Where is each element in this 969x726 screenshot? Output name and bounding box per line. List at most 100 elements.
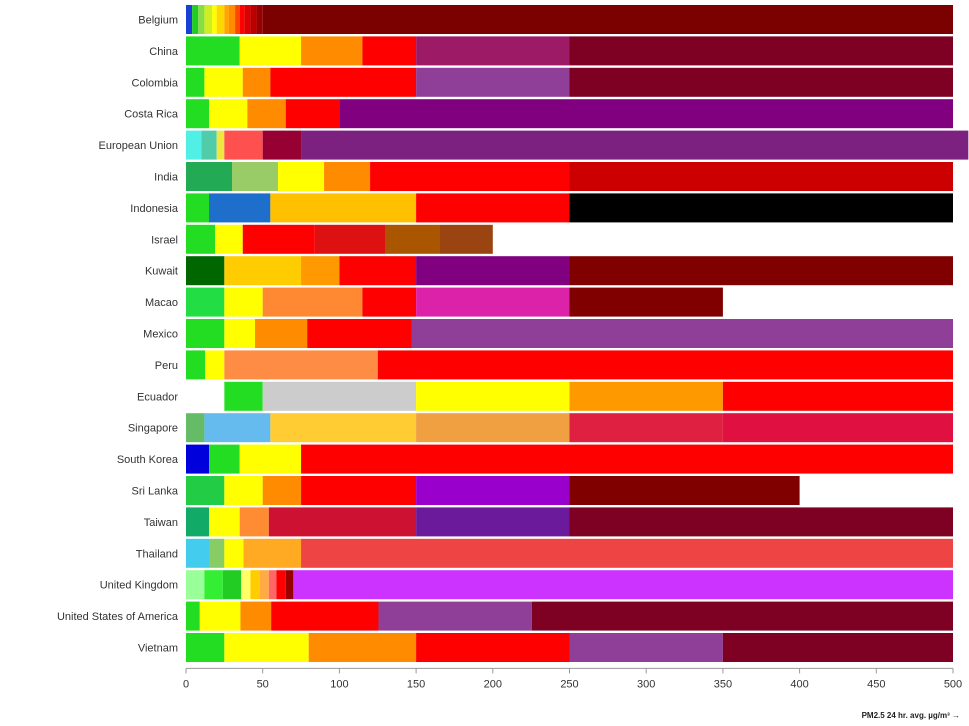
- bar-segment-china-1: [239, 36, 302, 66]
- bar-segment-israel-1: [215, 224, 243, 254]
- bar-segment-united-kingdom-7: [276, 570, 286, 600]
- bar-segment-singapore-3: [416, 413, 570, 443]
- bar-row-macao: [186, 287, 723, 317]
- bar-segment-ecuador-1: [224, 381, 263, 411]
- bar-segment-macao-3: [362, 287, 417, 317]
- category-labels: Belgium China Colombia Costa Rica European U…: [57, 15, 179, 655]
- bar-segment-taiwan-2: [239, 507, 269, 537]
- bar-row-singapore: [186, 413, 953, 443]
- bar-segment-colombia-0: [186, 67, 205, 97]
- bar-segment-belgium-10: [244, 5, 251, 34]
- bar-segment-taiwan-1: [209, 507, 240, 537]
- bar-segment-mexico-1: [224, 319, 256, 348]
- bar-row-united-kingdom: [186, 570, 953, 600]
- bar-segment-india-5: [569, 162, 953, 191]
- bars-layer: [186, 5, 969, 662]
- bar-segment-singapore-5: [722, 413, 953, 443]
- x-tick-label-350: 350: [714, 678, 732, 690]
- bar-segment-kuwait-5: [569, 256, 953, 286]
- bar-row-united-states-of-america: [186, 601, 953, 631]
- bar-segment-kuwait-1: [224, 256, 302, 286]
- bar-segment-indonesia-2: [270, 193, 417, 223]
- bar-segment-thailand-3: [243, 538, 302, 568]
- x-tick-label-200: 200: [484, 678, 502, 690]
- category-label-costa-rica: Costa Rica: [124, 109, 179, 121]
- bar-segment-vietnam-3: [416, 633, 570, 662]
- bar-segment-united-kingdom-3: [241, 570, 251, 600]
- bar-segment-china-5: [569, 36, 953, 66]
- bar-segment-indonesia-4: [569, 193, 953, 223]
- x-tick-label-250: 250: [560, 678, 578, 690]
- bar-segment-belgium-4: [212, 5, 217, 34]
- bar-row-sri-lanka: [186, 476, 800, 505]
- bar-segment-united-kingdom-6: [268, 570, 277, 600]
- category-label-colombia: Colombia: [132, 77, 179, 89]
- bar-segment-belgium-7: [228, 5, 236, 34]
- bar-segment-sri-lanka-1: [224, 476, 263, 505]
- x-axis-title: PM2.5 24 hr. avg. µg/m³ →: [862, 711, 960, 720]
- bar-segment-israel-3: [314, 224, 386, 254]
- bar-segment-peru-3: [377, 350, 953, 380]
- bar-segment-united-states-of-america-3: [271, 601, 379, 631]
- bar-segment-sri-lanka-0: [186, 476, 225, 505]
- bar-row-belgium: [186, 5, 953, 34]
- bar-segment-peru-2: [224, 350, 378, 380]
- bar-segment-united-kingdom-9: [293, 570, 953, 600]
- bar-segment-india-1: [232, 162, 279, 191]
- bar-segment-peru-0: [186, 350, 206, 380]
- category-label-india: India: [154, 172, 179, 184]
- bar-row-indonesia: [186, 193, 953, 223]
- bar-segment-united-kingdom-2: [222, 570, 242, 600]
- bar-segment-mexico-0: [186, 319, 225, 348]
- bar-segment-european-union-3: [224, 130, 263, 160]
- category-label-sri-lanka: Sri Lanka: [132, 486, 179, 498]
- bar-segment-belgium-12: [256, 5, 263, 34]
- bar-segment-south-korea-3: [301, 444, 953, 474]
- x-tick-label-400: 400: [790, 678, 808, 690]
- bar-segment-vietnam-4: [569, 633, 723, 662]
- bar-segment-sri-lanka-2: [262, 476, 302, 505]
- bar-segment-china-3: [362, 36, 417, 66]
- bar-segment-colombia-2: [242, 67, 271, 97]
- bar-segment-mexico-2: [255, 319, 308, 348]
- x-tick-label-500: 500: [944, 678, 962, 690]
- x-tick-label-300: 300: [637, 678, 655, 690]
- bar-segment-colombia-3: [270, 67, 417, 97]
- bar-row-ecuador: [186, 381, 953, 411]
- bar-segment-israel-0: [186, 224, 216, 254]
- bar-row-taiwan: [186, 507, 953, 537]
- bar-segment-singapore-0: [186, 413, 205, 443]
- bar-segment-belgium-9: [239, 5, 245, 34]
- bar-segment-united-kingdom-0: [186, 570, 205, 600]
- bar-segment-european-union-5: [301, 130, 969, 160]
- bar-segment-singapore-2: [270, 413, 417, 443]
- bar-segment-european-union-1: [201, 130, 217, 160]
- bar-segment-vietnam-5: [722, 633, 953, 662]
- bar-row-china: [186, 36, 953, 66]
- category-label-united-kingdom: United Kingdom: [100, 580, 178, 592]
- category-label-peru: Peru: [155, 360, 178, 372]
- category-label-israel: Israel: [151, 234, 178, 246]
- bar-segment-ecuador-4: [569, 381, 723, 411]
- bar-segment-indonesia-3: [416, 193, 570, 223]
- bar-segment-united-kingdom-1: [204, 570, 223, 600]
- bar-segment-ecuador-3: [416, 381, 570, 411]
- bar-segment-kuwait-2: [301, 256, 340, 286]
- bar-segment-macao-5: [569, 287, 723, 317]
- bar-segment-thailand-4: [301, 538, 953, 568]
- bar-segment-taiwan-5: [569, 507, 953, 537]
- bar-segment-india-2: [278, 162, 325, 191]
- bar-segment-european-union-0: [186, 130, 202, 160]
- category-label-singapore: Singapore: [128, 423, 178, 435]
- bar-row-kuwait: [186, 256, 953, 286]
- x-tick-label-150: 150: [407, 678, 425, 690]
- bar-segment-peru-1: [205, 350, 225, 380]
- bar-segment-mexico-3: [307, 319, 412, 348]
- bar-segment-united-kingdom-5: [259, 570, 269, 600]
- bar-row-israel: [186, 224, 493, 254]
- bar-segment-israel-2: [242, 224, 315, 254]
- bar-segment-israel-4: [385, 224, 440, 254]
- bar-row-peru: [186, 350, 953, 380]
- bar-segment-thailand-0: [186, 538, 210, 568]
- bar-segment-mexico-4: [411, 319, 953, 348]
